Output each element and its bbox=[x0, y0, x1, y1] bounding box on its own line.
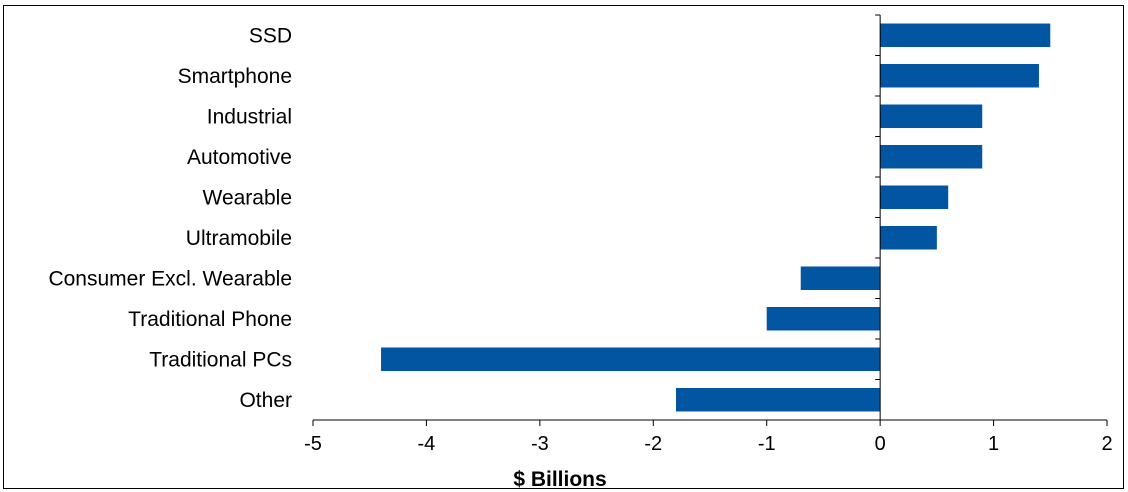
bar-automotive bbox=[880, 145, 983, 169]
axes: -5 -4 -3 -2 -1 0 1 2 bbox=[304, 14, 1113, 455]
category-label-ssd: SSD bbox=[249, 24, 292, 47]
bar-industrial bbox=[880, 104, 983, 128]
category-label-traditional-pcs: Traditional PCs bbox=[149, 348, 292, 371]
category-label-ultramobile: Ultramobile bbox=[186, 227, 292, 250]
x-axis-title: $ Billions bbox=[513, 468, 606, 491]
x-tick-label: 0 bbox=[875, 433, 886, 455]
category-label-other: Other bbox=[239, 389, 292, 412]
category-label-industrial: Industrial bbox=[207, 105, 292, 128]
bar-smartphone bbox=[880, 64, 1039, 88]
category-label-automotive: Automotive bbox=[187, 146, 292, 169]
x-tick-label: -2 bbox=[644, 433, 662, 455]
x-tick-label: 1 bbox=[988, 433, 999, 455]
category-label-smartphone: Smartphone bbox=[178, 65, 292, 88]
category-label-consumer-excl-wearable: Consumer Excl. Wearable bbox=[48, 267, 292, 290]
x-tick-label: -5 bbox=[304, 433, 322, 455]
bar-consumer-excl-wearable bbox=[800, 266, 881, 290]
x-tick-label: 2 bbox=[1101, 433, 1112, 455]
bar-other bbox=[675, 388, 881, 412]
category-label-traditional-phone: Traditional Phone bbox=[128, 308, 292, 331]
category-labels: SSD Smartphone Industrial Automotive Wearabl… bbox=[48, 24, 292, 412]
bar-traditional-phone bbox=[766, 307, 881, 331]
category-label-wearable: Wearable bbox=[203, 186, 293, 209]
x-tick-label: -4 bbox=[418, 433, 436, 455]
bar-ssd bbox=[880, 23, 1051, 47]
bar-traditional-pcs bbox=[381, 347, 881, 371]
bar-ultramobile bbox=[880, 226, 937, 250]
x-tick-label: -3 bbox=[531, 433, 549, 455]
bar-wearable bbox=[880, 185, 949, 209]
bars-layer bbox=[381, 23, 1051, 412]
x-tick-label: -1 bbox=[758, 433, 776, 455]
